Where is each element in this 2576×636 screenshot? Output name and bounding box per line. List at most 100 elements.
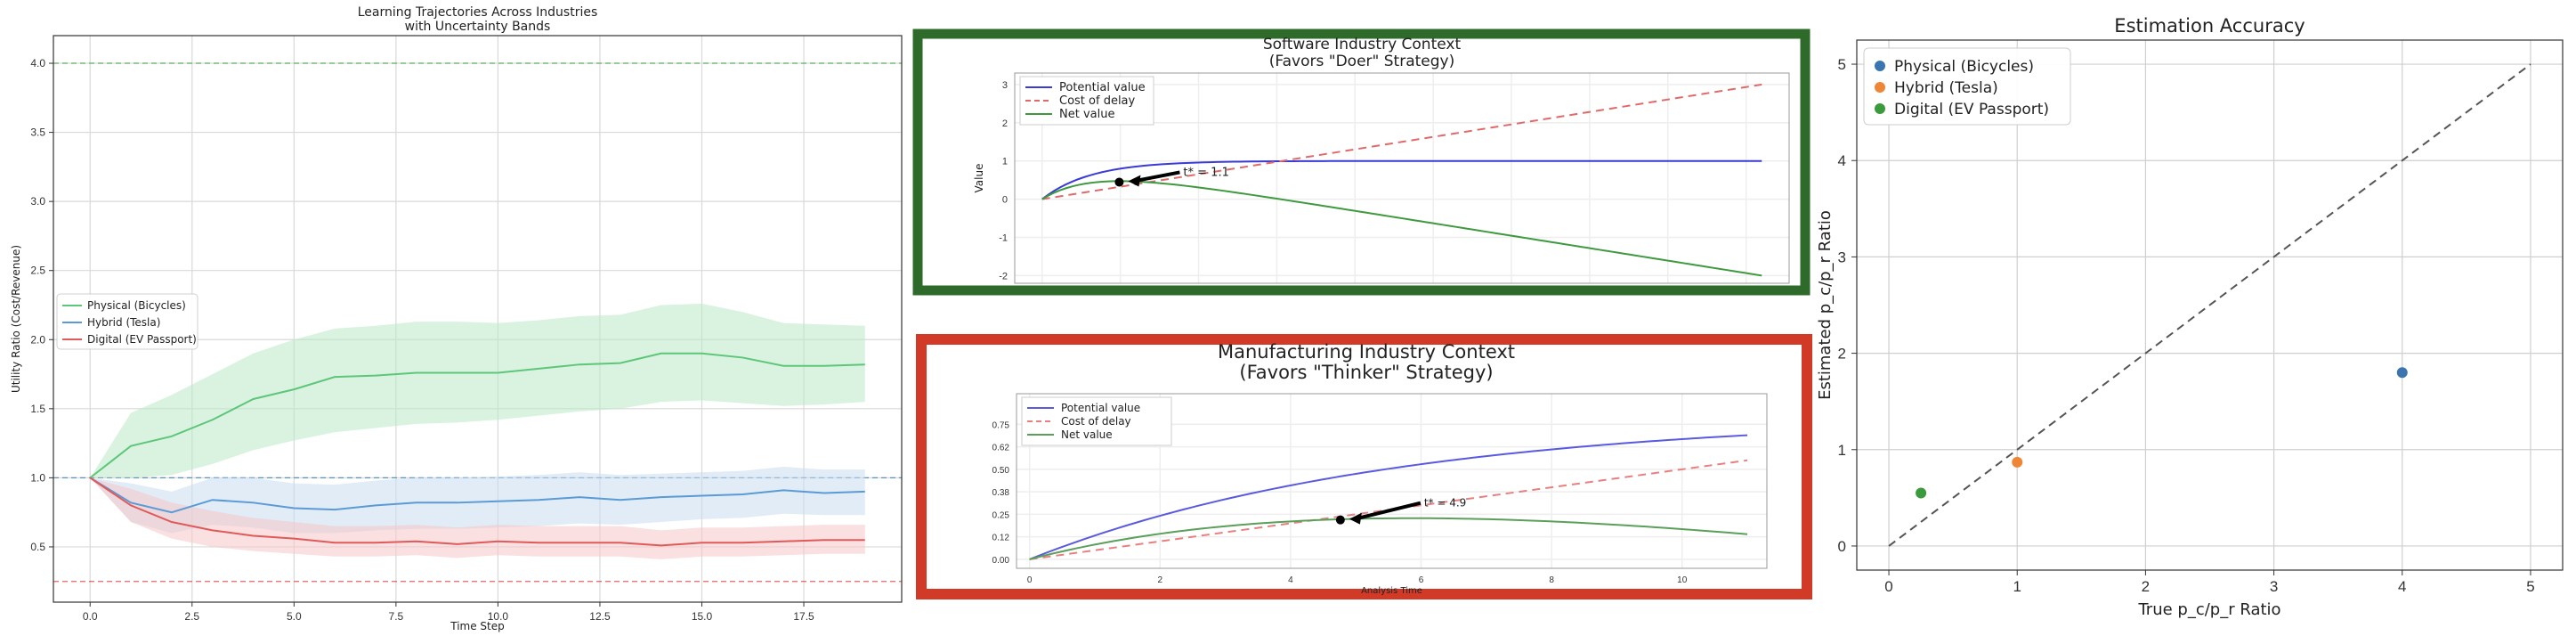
y-tick-label: 2.0: [30, 333, 45, 346]
plot-frame: [1856, 39, 2564, 571]
x-tick-label: 10.0: [488, 610, 509, 623]
plot-frame: [1014, 72, 1790, 284]
y-axis-label: Utility Ratio (Cost/Revenue): [10, 245, 22, 393]
y-tick-label: 0.62: [992, 444, 1010, 453]
y-tick-label: -1: [999, 233, 1008, 244]
y-tick-label: 3: [1838, 249, 1846, 265]
optimal-point-marker: [1335, 515, 1345, 525]
legend-marker: [1875, 61, 1885, 71]
y-tick-label: -2: [999, 271, 1008, 281]
legend-label: Hybrid (Tesla): [87, 316, 160, 329]
chart-software-context: -2 -1 0 1 2 3 Value Software Industry Context(F…: [912, 29, 1810, 296]
x-tick-label: 0: [1884, 578, 1892, 595]
y-tick-label: 0: [1838, 538, 1846, 555]
y-tick-label: 3.5: [30, 126, 45, 139]
y-axis-label: Value: [973, 164, 985, 193]
x-tick-label: 8: [1549, 575, 1554, 585]
x-tick-label: 2: [1157, 575, 1162, 585]
uncertainty-band: [90, 466, 865, 534]
x-tick-label: 4: [1288, 575, 1293, 585]
annotation-arrowhead: [1349, 512, 1362, 525]
legend-marker: [1875, 103, 1885, 114]
legend-box: [1019, 76, 1154, 126]
legend-label: Physical (Bicycles): [1894, 58, 2034, 76]
chart-subtitle: with Uncertainty Bands: [405, 20, 551, 34]
x-tick-label: 4: [2398, 578, 2406, 595]
data-point: [2396, 367, 2408, 379]
y-tick-label: 1.5: [30, 403, 45, 415]
series-line: [1041, 159, 1762, 200]
y-tick-label: 1: [1838, 442, 1846, 459]
y-tick-label: 4: [1838, 152, 1846, 169]
annotation-label: t* = 4.9: [1424, 497, 1466, 510]
chart-title: Learning Trajectories Across Industries: [358, 5, 598, 20]
x-tick-label: 3: [2270, 578, 2278, 595]
legend: Physical (Bicycles) Hybrid (Tesla) Digital…: [56, 293, 198, 350]
chart-title: Estimation Accuracy: [2114, 15, 2305, 37]
panel-frame: [916, 334, 1812, 599]
data-point: [1916, 487, 1927, 499]
x-tick-label: 7.5: [389, 610, 404, 623]
chart-title: Manufacturing Industry Context: [1218, 341, 1515, 363]
data-point: [2012, 456, 2023, 468]
series-line: [1029, 434, 1748, 560]
annotation-arrowhead: [1128, 175, 1141, 187]
y-tick-label: 1: [1002, 157, 1008, 167]
y-tick-label: 0.00: [992, 556, 1010, 566]
uncertainty-band: [90, 477, 865, 559]
x-axis-label: Analysis Time: [1361, 586, 1422, 596]
x-tick-label: 2.5: [184, 610, 199, 623]
y-tick-label: 2: [1838, 346, 1846, 363]
annotation-arrow: [1133, 170, 1180, 183]
chart-title: Software Industry Context: [1263, 36, 1462, 53]
legend-box: [1863, 47, 2071, 126]
x-tick-label: 12.5: [589, 610, 611, 623]
y-tick-label: 3.0: [30, 195, 45, 208]
legend-label: Potential value: [1061, 402, 1140, 414]
y-tick-label: 4.0: [30, 57, 45, 69]
panel-frame: [912, 29, 1810, 296]
chart-estimation-accuracy: 0 1 2 3 4 5 0 1 2 3 4 5 Estimation Accuracy True p_c/…: [1816, 15, 2564, 619]
legend-label: Digital (EV Passport): [1894, 101, 2049, 118]
series-line: [89, 477, 865, 514]
legend-marker: [1875, 82, 1885, 93]
y-tick-label: 0.5: [30, 541, 45, 553]
series-line: [89, 477, 865, 547]
x-tick-label: 17.5: [793, 610, 814, 623]
legend-label: Digital (EV Passport): [87, 333, 197, 346]
annotation-arrow: [1354, 501, 1422, 521]
x-axis-label: Time Step: [450, 620, 505, 632]
legend-label: Cost of delay: [1059, 94, 1136, 108]
annotation-label: t* = 1.1: [1183, 166, 1228, 179]
y-tick-label: 3: [1002, 80, 1008, 91]
legend-box: [56, 293, 198, 350]
x-axis-label: True p_c/p_r Ratio: [2137, 600, 2280, 619]
y-axis-label: Estimated p_c/p_r Ratio: [1816, 210, 1835, 400]
x-tick-label: 15.0: [692, 610, 713, 623]
plot-frame: [1016, 393, 1768, 569]
x-tick-label: 2: [2142, 578, 2150, 595]
y-tick-label: 0.12: [992, 534, 1010, 543]
chart-subtitle: (Favors "Thinker" Strategy): [1239, 362, 1493, 383]
x-tick-label: 5: [2526, 578, 2534, 595]
legend: Physical (Bicycles) Hybrid (Tesla) Digital…: [1863, 47, 2071, 126]
x-tick-label: 0.0: [83, 610, 98, 623]
legend-label: Physical (Bicycles): [87, 299, 186, 312]
identity-reference-line: [1888, 63, 2531, 547]
legend-label: Cost of delay: [1061, 415, 1131, 428]
series-line: [89, 352, 865, 479]
series-line: [1029, 517, 1748, 560]
series-line: [1041, 180, 1762, 277]
plot-frame: [53, 35, 903, 603]
x-tick-label: 6: [1419, 575, 1424, 585]
legend-label: Hybrid (Tesla): [1894, 79, 1998, 97]
x-tick-label: 10: [1677, 575, 1688, 585]
y-tick-label: 0.38: [992, 488, 1010, 498]
uncertainty-band: [90, 303, 865, 478]
y-tick-label: 0.25: [992, 510, 1010, 520]
x-tick-label: 0: [1027, 575, 1033, 585]
series-line: [1041, 83, 1762, 200]
